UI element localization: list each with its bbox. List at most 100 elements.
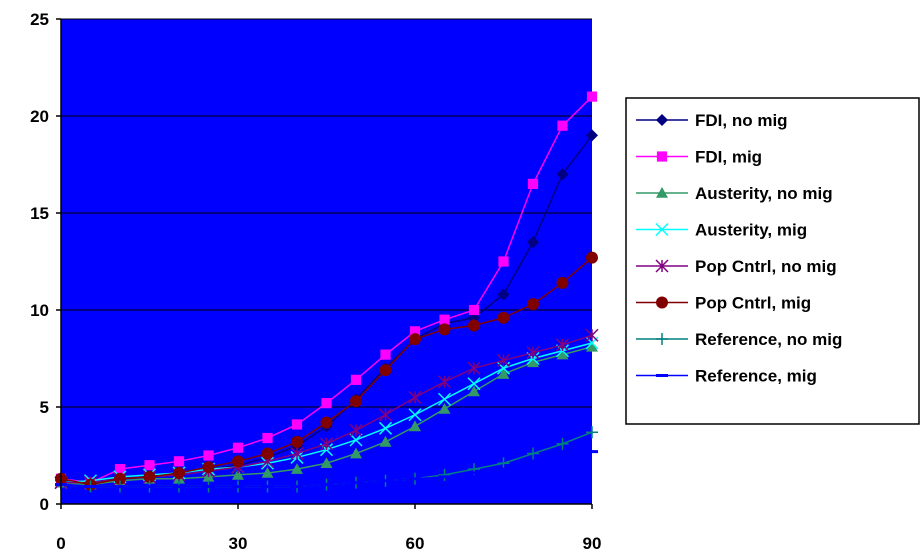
series-layer <box>54 91 599 493</box>
legend-entry-1: FDI, mig <box>636 148 762 167</box>
legend-entry-6: Reference, no mig <box>636 330 842 349</box>
series-7 <box>55 450 598 489</box>
data-point-7-10 <box>350 481 362 485</box>
data-point-5-4 <box>173 466 185 479</box>
data-point-5-2 <box>114 472 126 485</box>
legend-swatch-marker-0 <box>656 114 668 126</box>
data-point-1-10 <box>350 374 362 385</box>
data-point-4-9 <box>319 437 334 451</box>
series-1 <box>55 91 598 488</box>
data-point-1-7 <box>262 432 273 444</box>
legend-swatch-marker-2 <box>656 187 668 198</box>
legend-entry-3: Austerity, mig <box>636 221 807 240</box>
data-point-2-16 <box>527 356 539 368</box>
x-tick-label-3: 90 <box>583 534 602 553</box>
data-point-2-12 <box>409 420 421 432</box>
data-point-4-10 <box>349 423 363 437</box>
data-point-7-18 <box>586 450 598 454</box>
data-point-7-16 <box>527 461 539 465</box>
data-point-5-11 <box>379 364 392 377</box>
data-point-2-18 <box>586 340 598 352</box>
data-point-5-10 <box>350 395 362 408</box>
legend-label-4: Pop Cntrl, no mig <box>695 257 837 276</box>
data-point-4-15 <box>496 353 511 367</box>
data-point-5-12 <box>409 333 421 346</box>
data-point-5-9 <box>320 416 333 429</box>
data-point-2-7 <box>261 466 274 478</box>
data-point-1-6 <box>232 442 244 453</box>
data-point-1-5 <box>203 450 214 461</box>
legend-label-3: Austerity, mig <box>695 221 807 240</box>
data-point-6-18 <box>586 426 598 439</box>
data-point-2-9 <box>320 457 333 469</box>
data-point-3-14 <box>467 377 481 391</box>
data-point-6-17 <box>556 437 569 450</box>
data-point-2-8 <box>291 463 303 474</box>
data-point-0-18 <box>586 129 598 142</box>
data-point-4-8 <box>290 447 304 461</box>
data-point-1-16 <box>527 178 539 189</box>
legend-label-0: FDI, no mig <box>695 111 788 130</box>
legend-entry-2: Austerity, no mig <box>636 184 833 203</box>
y-tick-label-0: 0 <box>40 495 49 514</box>
legend: FDI, no mig FDI, mig Austerity, no mig Aust… <box>625 97 920 425</box>
x-tick-label-1: 30 <box>229 534 248 553</box>
data-point-4-18 <box>585 328 599 342</box>
y-tick-label-2: 10 <box>30 301 49 320</box>
data-point-7-17 <box>556 455 569 459</box>
legend-entry-4: Pop Cntrl, no mig <box>636 257 837 276</box>
legend-label-6: Reference, no mig <box>695 330 842 349</box>
data-point-5-15 <box>497 311 510 324</box>
data-point-4-17 <box>555 338 570 352</box>
data-point-3-10 <box>349 433 363 447</box>
data-point-2-6 <box>232 468 244 480</box>
legend-box <box>625 97 920 425</box>
data-point-1-13 <box>439 314 450 325</box>
data-point-5-8 <box>291 435 303 448</box>
legend-entry-7: Reference, mig <box>636 367 817 386</box>
legend-swatch-marker-7 <box>656 374 668 377</box>
data-point-6-13 <box>438 468 451 481</box>
data-point-5-13 <box>438 323 451 336</box>
data-point-1-9 <box>321 398 332 409</box>
data-point-7-5 <box>202 485 215 489</box>
data-point-7-2 <box>114 485 126 489</box>
data-point-7-4 <box>173 485 185 489</box>
data-point-4-16 <box>526 346 540 360</box>
x-tick-label-0: 0 <box>56 534 65 553</box>
data-point-1-2 <box>114 463 126 475</box>
data-point-5-14 <box>468 319 480 332</box>
data-point-7-12 <box>409 477 421 481</box>
data-point-1-12 <box>409 326 421 337</box>
data-point-2-14 <box>468 385 480 397</box>
legend-swatch-marker-6 <box>656 333 668 345</box>
data-point-5-17 <box>556 276 569 289</box>
gridlines <box>61 18 592 408</box>
data-point-7-13 <box>438 475 451 479</box>
data-point-5-6 <box>232 455 244 468</box>
data-point-7-6 <box>232 485 244 489</box>
data-point-7-11 <box>379 479 392 483</box>
legend-entry-0: FDI, no mig <box>636 111 788 130</box>
data-point-5-5 <box>202 461 215 474</box>
legend-swatch-marker-3 <box>655 222 669 237</box>
data-point-7-1 <box>84 485 97 489</box>
data-point-2-15 <box>497 368 510 379</box>
y-tick-label-5: 25 <box>30 10 49 29</box>
legend-label-1: FDI, mig <box>695 148 762 167</box>
data-point-0-15 <box>497 288 510 301</box>
x-tick-label-2: 60 <box>406 534 425 553</box>
data-point-2-11 <box>379 435 392 447</box>
data-point-5-18 <box>586 251 598 264</box>
data-point-7-3 <box>143 485 156 489</box>
legend-label-7: Reference, mig <box>695 367 817 386</box>
data-point-1-14 <box>468 304 480 316</box>
data-point-5-7 <box>261 447 274 460</box>
data-point-6-15 <box>497 457 510 470</box>
data-point-4-13 <box>437 375 452 389</box>
data-point-7-14 <box>468 471 480 475</box>
data-point-1-11 <box>380 349 391 360</box>
data-point-4-11 <box>378 408 393 422</box>
data-point-5-16 <box>527 298 539 311</box>
